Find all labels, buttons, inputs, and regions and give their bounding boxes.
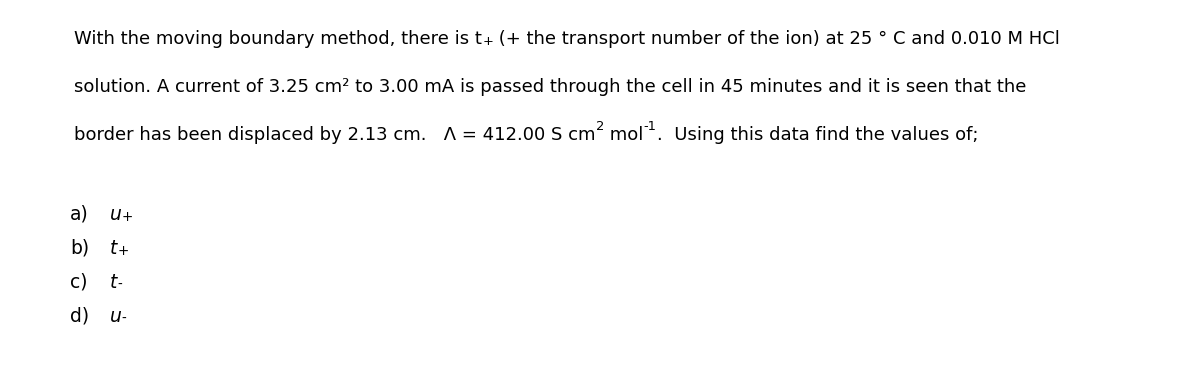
Text: +: + (118, 244, 128, 258)
Text: t: t (110, 273, 118, 292)
Text: -: - (118, 278, 122, 292)
Text: -: - (122, 312, 127, 326)
Text: b): b) (70, 239, 89, 258)
Text: border has been displaced by 2.13 cm.   Λ = 412.00 S cm: border has been displaced by 2.13 cm. Λ … (74, 126, 596, 144)
Text: (+ the transport number of the ion) at 25 ° C and 0.010 M HCl: (+ the transport number of the ion) at 2… (493, 30, 1060, 48)
Text: u: u (110, 307, 122, 326)
Text: +: + (122, 210, 133, 224)
Text: 2: 2 (596, 120, 604, 133)
Text: solution. A current of 3.25 cm² to 3.00 mA is passed through the cell in 45 minu: solution. A current of 3.25 cm² to 3.00 … (74, 78, 1027, 96)
Text: u: u (110, 205, 122, 224)
Text: With the moving boundary method, there is t: With the moving boundary method, there i… (74, 30, 482, 48)
Text: +: + (482, 36, 493, 48)
Text: d): d) (70, 307, 89, 326)
Text: c): c) (70, 273, 88, 292)
Text: mol: mol (604, 126, 643, 144)
Text: -1: -1 (643, 120, 656, 133)
Text: .  Using this data find the values of;: . Using this data find the values of; (656, 126, 978, 144)
Text: a): a) (70, 205, 89, 224)
Text: t: t (110, 239, 118, 258)
